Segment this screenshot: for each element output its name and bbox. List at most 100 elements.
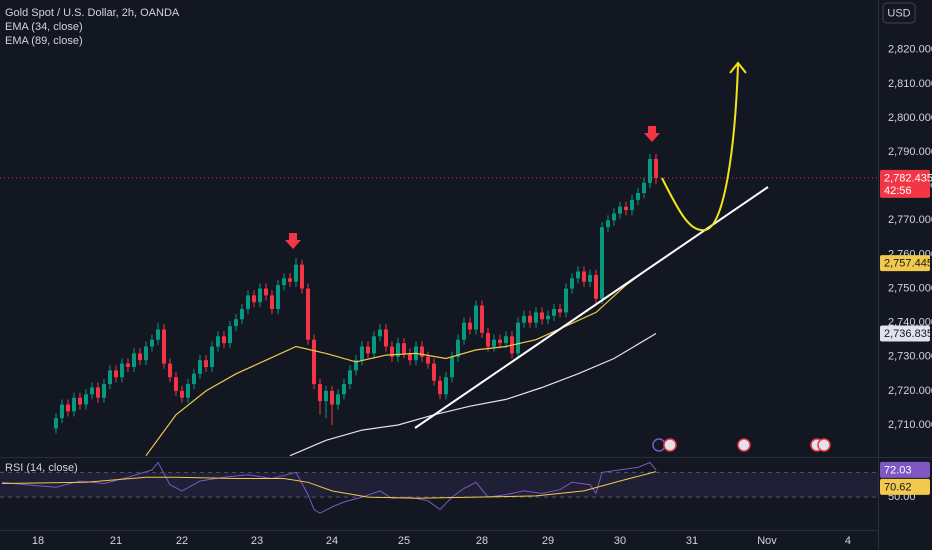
plot-area [0, 153, 878, 514]
x-tick-label: 28 [476, 535, 488, 547]
price-badge-label: 2,757.445 [884, 258, 932, 270]
candle-body [383, 329, 388, 347]
candle-body [281, 278, 286, 286]
x-tick-label: 22 [176, 535, 188, 547]
candle-body [437, 380, 442, 395]
y-tick-label: 2,770.000 [888, 214, 932, 226]
y-tick-label: 2,720.000 [888, 385, 932, 397]
event-icon[interactable] [817, 438, 831, 452]
candle-body [161, 329, 166, 364]
currency-button[interactable] [882, 2, 916, 24]
indicator-line [145, 262, 657, 457]
down-arrow [285, 233, 301, 249]
candle-body [599, 227, 604, 299]
candle-body [419, 346, 424, 357]
level-band [0, 472, 878, 498]
candle-body [275, 285, 280, 310]
indicator-title: RSI (14, close) [5, 462, 78, 474]
candle-body [53, 418, 58, 429]
y-tick-label: 2,710.000 [888, 419, 932, 431]
candle-body [155, 329, 160, 340]
candle-body [593, 274, 598, 299]
candle-body [227, 326, 232, 344]
chart-title: Gold Spot / U.S. Dollar, 2h, OANDA [5, 7, 180, 19]
indicator-line [1, 471, 657, 499]
candle-body [497, 339, 502, 344]
candle-body [209, 346, 214, 368]
candle-body [359, 346, 364, 361]
currency-label: USD [887, 7, 910, 19]
x-tick-label: 30 [614, 535, 626, 547]
candle-body [305, 288, 310, 340]
x-tick-label: 29 [542, 535, 554, 547]
candle-body [113, 370, 118, 378]
candle-body [563, 288, 568, 313]
candle-body [101, 384, 106, 398]
candle-body [611, 213, 616, 221]
candle-body [293, 264, 298, 282]
y-tick-label: 2,800.000 [888, 112, 932, 124]
candle-body [89, 387, 94, 395]
candle-body [323, 390, 328, 402]
y-tick-label: 2,810.000 [888, 78, 932, 90]
indicator-line [1, 461, 657, 514]
candle-body [635, 193, 640, 200]
y-tick-label: 2,820.000 [888, 44, 932, 56]
candle-body [95, 387, 100, 398]
candle-body [647, 158, 652, 183]
candle-body [479, 305, 484, 333]
price-badge [880, 461, 930, 478]
candle-body [257, 288, 262, 303]
candle-body [539, 312, 544, 320]
candle-body [557, 309, 562, 313]
candle-body [221, 336, 226, 344]
candle-body [77, 397, 82, 405]
candle-body [521, 315, 526, 323]
candle-body [545, 315, 550, 320]
candle-body [341, 384, 346, 395]
candle-body [629, 199, 634, 211]
candle-body [233, 319, 238, 327]
price-badge-label: 70.62 [884, 481, 912, 493]
candle-body [137, 353, 142, 361]
candle-body [83, 394, 88, 405]
candle-body [287, 278, 292, 282]
candle-body [299, 264, 304, 289]
candle-body [65, 404, 70, 412]
candle-body [131, 353, 136, 368]
event-icon[interactable] [737, 438, 751, 452]
candle-body [245, 295, 250, 310]
drawings [285, 61, 831, 452]
countdown-label: 42:56 [884, 185, 912, 197]
candle-body [149, 339, 154, 347]
candle-body [449, 356, 454, 378]
price-badge [880, 255, 930, 272]
candle-body [467, 322, 472, 330]
candle-body [335, 394, 340, 405]
candle-body [125, 363, 130, 368]
candle-body [605, 220, 610, 228]
candle-body [311, 339, 316, 385]
price-badge-label: 72.03 [884, 464, 912, 476]
x-tick-label: Nov [757, 535, 777, 547]
candle-body [179, 390, 184, 398]
candle-body [431, 363, 436, 381]
x-tick-label: 4 [845, 535, 851, 547]
legend-entry: EMA (34, close) [5, 21, 83, 33]
event-icon[interactable] [663, 438, 677, 452]
candle-body [617, 206, 622, 214]
candle-body [653, 158, 658, 178]
event-icon[interactable] [652, 438, 666, 452]
candle-body [143, 346, 148, 361]
candle-body [515, 322, 520, 354]
y-tick-label: 2,730.000 [888, 351, 932, 363]
candle-body [551, 309, 556, 316]
candle-body [329, 390, 334, 405]
candle-body [533, 312, 538, 323]
candle-body [569, 278, 574, 289]
candle-body [407, 353, 412, 361]
candle-body [581, 271, 586, 282]
candle-body [491, 339, 496, 347]
candle-body [461, 322, 466, 340]
